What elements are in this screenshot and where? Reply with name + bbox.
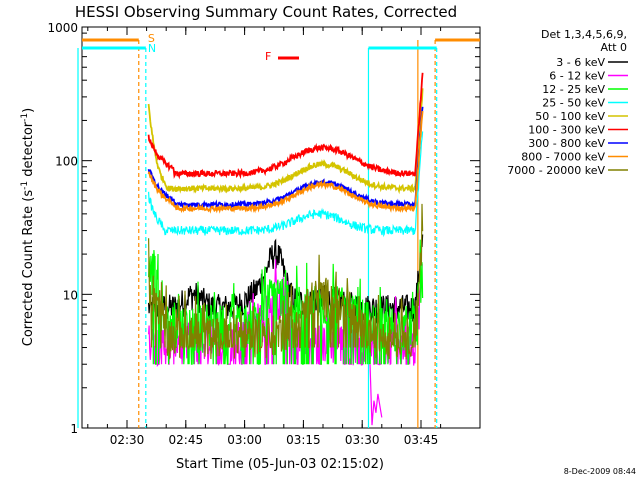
legend-label: 6 - 12 keV bbox=[549, 70, 605, 83]
plot-area: 02:30 02:45 03:00 03:15 03:30 03:45 1 10 100 1000… bbox=[47, 21, 481, 447]
series-line-8 bbox=[148, 203, 424, 360]
series-line-7 bbox=[147, 111, 424, 214]
x-tick-label: 03:30 bbox=[345, 433, 380, 447]
legend-label: 300 - 800 keV bbox=[528, 137, 605, 150]
y-axis-label: Corrected Count Rate (s-1 detector-1) bbox=[20, 108, 36, 346]
chart-title: HESSI Observing Summary Count Rates, Cor… bbox=[75, 3, 457, 21]
legend-label: 25 - 50 keV bbox=[542, 97, 605, 110]
y-tick-label: 1000 bbox=[47, 21, 78, 35]
x-tick-label: 03:15 bbox=[286, 433, 321, 447]
legend-label: 800 - 7000 keV bbox=[521, 151, 605, 164]
night-label: N bbox=[148, 42, 156, 55]
y-tick-label: 100 bbox=[55, 155, 78, 169]
magenta-dip bbox=[369, 364, 383, 426]
x-tick-label: 02:45 bbox=[169, 433, 204, 447]
series-line-3 bbox=[148, 131, 424, 238]
y-label-end: ) bbox=[21, 108, 36, 113]
legend-label: 50 - 100 keV bbox=[535, 110, 605, 123]
legend-label: 3 - 6 keV bbox=[556, 56, 605, 69]
x-tick-label: 03:00 bbox=[227, 433, 262, 447]
y-label-main: Corrected Count Rate (s bbox=[21, 190, 36, 347]
saa-label: S bbox=[148, 32, 155, 45]
legend-header-line-1: Det 1,3,4,5,6,9, bbox=[541, 28, 627, 41]
series-line-6 bbox=[147, 106, 424, 211]
y-label-mid: detector bbox=[21, 121, 36, 181]
y-label-sup2: -1 bbox=[20, 113, 30, 122]
legend-label: 12 - 25 keV bbox=[542, 83, 605, 96]
x-tick-label: 03:45 bbox=[404, 433, 439, 447]
plot-frame bbox=[81, 26, 481, 429]
y-tick-label: 10 bbox=[63, 288, 78, 302]
timestamp: 8-Dec-2009 08:44 bbox=[564, 467, 636, 476]
legend-label: 100 - 300 keV bbox=[528, 124, 605, 137]
flare-label: F bbox=[265, 50, 271, 63]
series-line-5 bbox=[147, 72, 424, 180]
series-line-4 bbox=[147, 88, 424, 195]
y-label-sup1: -1 bbox=[20, 181, 30, 190]
x-tick-label: 02:30 bbox=[110, 433, 145, 447]
legend-label: 7000 - 20000 keV bbox=[507, 164, 605, 177]
legend-header-line-2: Att 0 bbox=[601, 41, 627, 54]
x-axis-label: Start Time (05-Jun-03 02:15:02) bbox=[176, 457, 384, 472]
y-tick-label: 1 bbox=[70, 422, 78, 436]
